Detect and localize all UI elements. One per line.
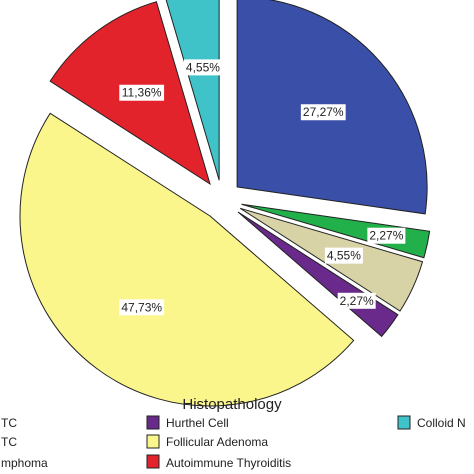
data-label-2: 4,55% bbox=[324, 247, 363, 264]
data-label-background bbox=[367, 227, 406, 244]
pie-slice-6 bbox=[165, 0, 220, 181]
legend-swatch-autoimmune-thyroiditis bbox=[146, 454, 160, 469]
data-label-background bbox=[119, 84, 165, 101]
legend-swatch-hurthel-cell bbox=[146, 415, 160, 430]
legend-title: Histopathology bbox=[182, 396, 282, 413]
legend-item-label: Follicular Adenoma bbox=[166, 435, 268, 449]
data-label-background bbox=[324, 247, 363, 264]
data-label-3: 2,27% bbox=[337, 292, 376, 309]
data-label-background bbox=[119, 299, 165, 316]
legend: Histopathology TC TC mphoma Hurthel Cell… bbox=[1, 396, 466, 470]
pie-data-labels: 27,27% 2,27% 4,55% 2,27% 47,73% 11,36% 4,55% bbox=[119, 59, 406, 316]
pie-slice-1 bbox=[241, 203, 431, 259]
data-label-background bbox=[183, 59, 222, 76]
pie-slices bbox=[19, 0, 431, 407]
legend-item-label: TC bbox=[1, 416, 17, 430]
data-label-6: 4,55% bbox=[183, 59, 222, 76]
data-label-background bbox=[337, 292, 376, 309]
pie-slice-4 bbox=[19, 112, 355, 407]
legend-item-label: mphoma bbox=[1, 456, 48, 470]
legend-item-label: Autoimmune Thyroiditis bbox=[166, 456, 291, 470]
data-label-text: 27,27% bbox=[303, 105, 344, 119]
legend-item-label: Hurthel Cell bbox=[166, 416, 229, 430]
data-label-background bbox=[300, 104, 346, 121]
data-label-text: 11,36% bbox=[122, 86, 162, 100]
legend-item-label: TC bbox=[1, 435, 17, 449]
data-label-5: 11,36% bbox=[119, 84, 165, 101]
data-label-0: 27,27% bbox=[300, 104, 346, 121]
data-label-4: 47,73% bbox=[119, 299, 165, 316]
data-label-text: 2,27% bbox=[340, 294, 374, 308]
legend-swatch-follicular-adenoma bbox=[146, 434, 160, 449]
legend-item-label: Colloid N bbox=[417, 416, 466, 430]
legend-swatch-colloid bbox=[397, 415, 411, 430]
data-label-text: 2,27% bbox=[369, 229, 403, 243]
data-label-1: 2,27% bbox=[367, 227, 406, 244]
data-label-text: 4,55% bbox=[327, 249, 361, 263]
data-label-text: 47,73% bbox=[121, 300, 162, 314]
data-label-text: 4,55% bbox=[186, 60, 220, 74]
